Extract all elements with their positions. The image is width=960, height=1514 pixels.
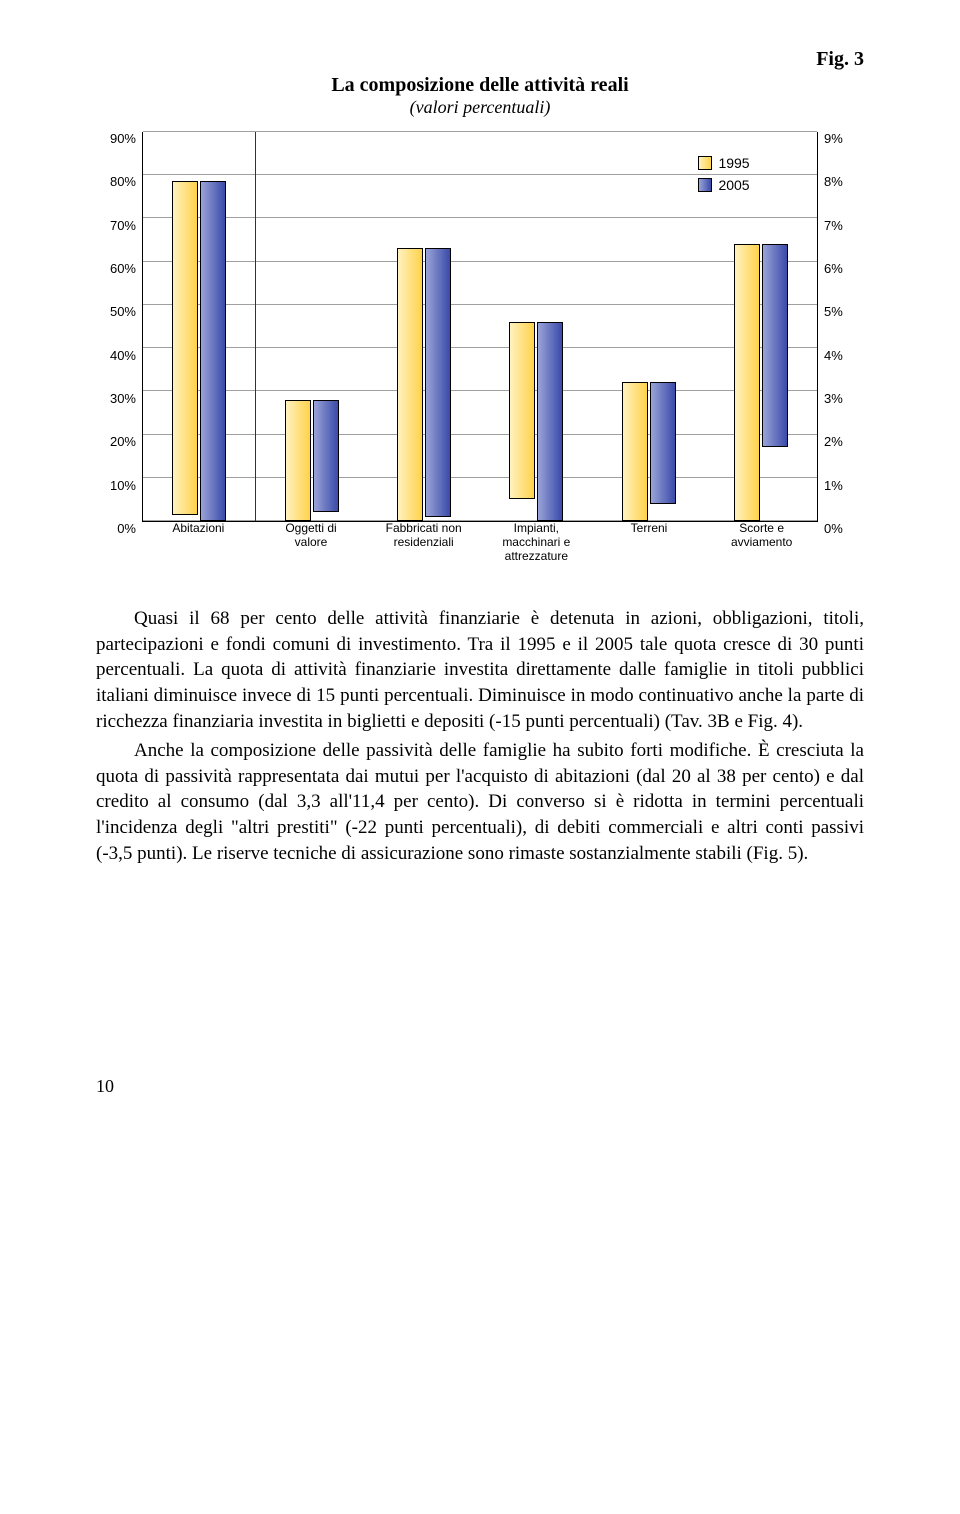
legend-label: 1995: [718, 155, 749, 171]
bar-group: [397, 248, 451, 521]
chart-plot-area: 1995 2005: [142, 132, 818, 522]
legend-item: 1995: [698, 155, 749, 171]
bar-group: [172, 181, 226, 521]
x-axis-label: Oggetti di valore: [266, 522, 356, 550]
grid-line: [143, 477, 817, 478]
bar-2005: [313, 400, 339, 513]
grid-line: [143, 390, 817, 391]
bar-2005: [650, 382, 676, 503]
x-axis-label: Terreni: [604, 522, 694, 536]
x-axis-label: Scorte e avviamento: [717, 522, 807, 550]
bar-group: [285, 400, 339, 521]
bar-2005: [425, 248, 451, 517]
bar-2005: [762, 244, 788, 448]
figure-label: Fig. 3: [96, 48, 864, 71]
grid-line: [143, 131, 817, 132]
bar-2005: [537, 322, 563, 521]
chart-title: La composizione delle attività reali: [96, 73, 864, 97]
legend-swatch: [698, 156, 712, 170]
y-axis-right: 9%8%7%6%5%4%3%2%1%0%: [818, 132, 864, 522]
bar-1995: [285, 400, 311, 521]
grid-line: [143, 217, 817, 218]
chart-subtitle: (valori percentuali): [96, 97, 864, 118]
paragraph-2: Anche la composizione delle passività de…: [96, 738, 864, 866]
body-text: Quasi il 68 per cento delle attività fin…: [96, 606, 864, 866]
grid-line: [143, 434, 817, 435]
bar-group: [509, 322, 563, 521]
bar-1995: [172, 181, 198, 515]
legend-item: 2005: [698, 177, 749, 193]
bar-group: [622, 382, 676, 521]
bar-1995: [397, 248, 423, 521]
x-axis-label: Abitazioni: [153, 522, 243, 536]
x-axis-label: Fabbricati non residenziali: [379, 522, 469, 550]
legend-label: 2005: [718, 177, 749, 193]
bar-2005: [200, 181, 226, 521]
legend-swatch: [698, 178, 712, 192]
paragraph-1: Quasi il 68 per cento delle attività fin…: [96, 606, 864, 734]
x-axis-label: Impianti, macchinari e attrezzature: [491, 522, 581, 563]
bar-1995: [734, 244, 760, 521]
chart-container: 90%80%70%60%50%40%30%20%10%0% 1995 2005 9…: [96, 132, 864, 570]
page-number: 10: [96, 1076, 864, 1097]
bar-1995: [509, 322, 535, 500]
x-axis-labels: Abitazioni Oggetti di valore Fabbricati no…: [142, 522, 818, 570]
chart-legend: 1995 2005: [698, 155, 749, 193]
bar-1995: [622, 382, 648, 521]
y-axis-left: 90%80%70%60%50%40%30%20%10%0%: [96, 132, 142, 522]
grid-line: [143, 347, 817, 348]
grid-line: [143, 520, 817, 521]
bar-group: [734, 244, 788, 521]
grid-line: [143, 304, 817, 305]
grid-line: [143, 261, 817, 262]
scale-divider: [255, 132, 256, 521]
